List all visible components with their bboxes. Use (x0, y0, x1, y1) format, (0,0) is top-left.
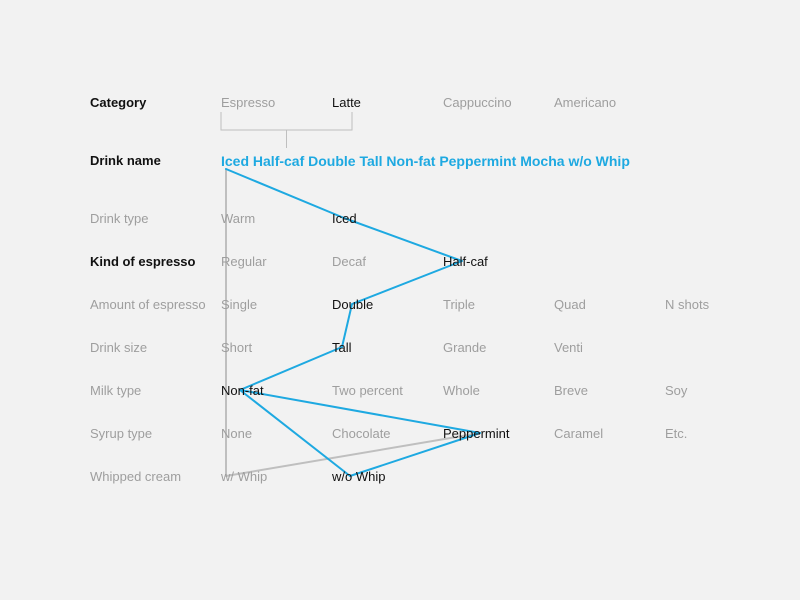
option-espresso_amt-0[interactable]: Single (221, 297, 257, 312)
row-label-syrup: Syrup type (90, 426, 152, 441)
option-category-1[interactable]: Latte (332, 95, 361, 110)
option-size-2[interactable]: Grande (443, 340, 486, 355)
row-category: Category Espresso Latte Cappuccino Americano (0, 95, 800, 115)
option-milk-2[interactable]: Whole (443, 383, 480, 398)
option-size-3[interactable]: Venti (554, 340, 583, 355)
row-milk: Milk type Non-fat Two percent Whole Breve Soy (0, 383, 800, 403)
row-label-category: Category (90, 95, 146, 110)
row-label-drink_name: Drink name (90, 153, 161, 168)
row-whip: Whipped cream w/ Whip w/o Whip (0, 469, 800, 489)
option-espresso_kind-2[interactable]: Half-caf (443, 254, 488, 269)
option-drink_type-1[interactable]: Iced (332, 211, 357, 226)
option-syrup-2[interactable]: Peppermint (443, 426, 509, 441)
row-drink_name: Drink name Iced Half-caf Double Tall Non-… (0, 153, 800, 173)
option-syrup-1[interactable]: Chocolate (332, 426, 391, 441)
option-espresso_amt-2[interactable]: Triple (443, 297, 475, 312)
drink-name: Iced Half-caf Double Tall Non-fat Pepper… (221, 153, 630, 169)
option-syrup-0[interactable]: None (221, 426, 252, 441)
option-espresso_amt-4[interactable]: N shots (665, 297, 709, 312)
option-size-0[interactable]: Short (221, 340, 252, 355)
option-espresso_kind-0[interactable]: Regular (221, 254, 267, 269)
row-label-size: Drink size (90, 340, 147, 355)
option-espresso_amt-1[interactable]: Double (332, 297, 373, 312)
option-whip-0[interactable]: w/ Whip (221, 469, 267, 484)
option-espresso_amt-3[interactable]: Quad (554, 297, 586, 312)
option-milk-4[interactable]: Soy (665, 383, 687, 398)
option-syrup-4[interactable]: Etc. (665, 426, 687, 441)
row-label-espresso_kind: Kind of espresso (90, 254, 195, 269)
row-espresso_amt: Amount of espresso Single Double Triple Quad… (0, 297, 800, 317)
option-milk-3[interactable]: Breve (554, 383, 588, 398)
row-espresso_kind: Kind of espresso Regular Decaf Half-caf (0, 254, 800, 274)
row-label-milk: Milk type (90, 383, 141, 398)
option-category-0[interactable]: Espresso (221, 95, 275, 110)
option-size-1[interactable]: Tall (332, 340, 352, 355)
option-syrup-3[interactable]: Caramel (554, 426, 603, 441)
option-whip-1[interactable]: w/o Whip (332, 469, 385, 484)
option-milk-0[interactable]: Non-fat (221, 383, 264, 398)
row-label-whip: Whipped cream (90, 469, 181, 484)
option-category-2[interactable]: Cappuccino (443, 95, 512, 110)
row-label-drink_type: Drink type (90, 211, 149, 226)
row-syrup: Syrup type None Chocolate Peppermint Caramel… (0, 426, 800, 446)
option-drink_type-0[interactable]: Warm (221, 211, 255, 226)
row-drink_type: Drink type Warm Iced (0, 211, 800, 231)
option-milk-1[interactable]: Two percent (332, 383, 403, 398)
row-label-espresso_amt: Amount of espresso (90, 297, 206, 312)
option-category-3[interactable]: Americano (554, 95, 616, 110)
row-size: Drink size Short Tall Grande Venti (0, 340, 800, 360)
option-espresso_kind-1[interactable]: Decaf (332, 254, 366, 269)
